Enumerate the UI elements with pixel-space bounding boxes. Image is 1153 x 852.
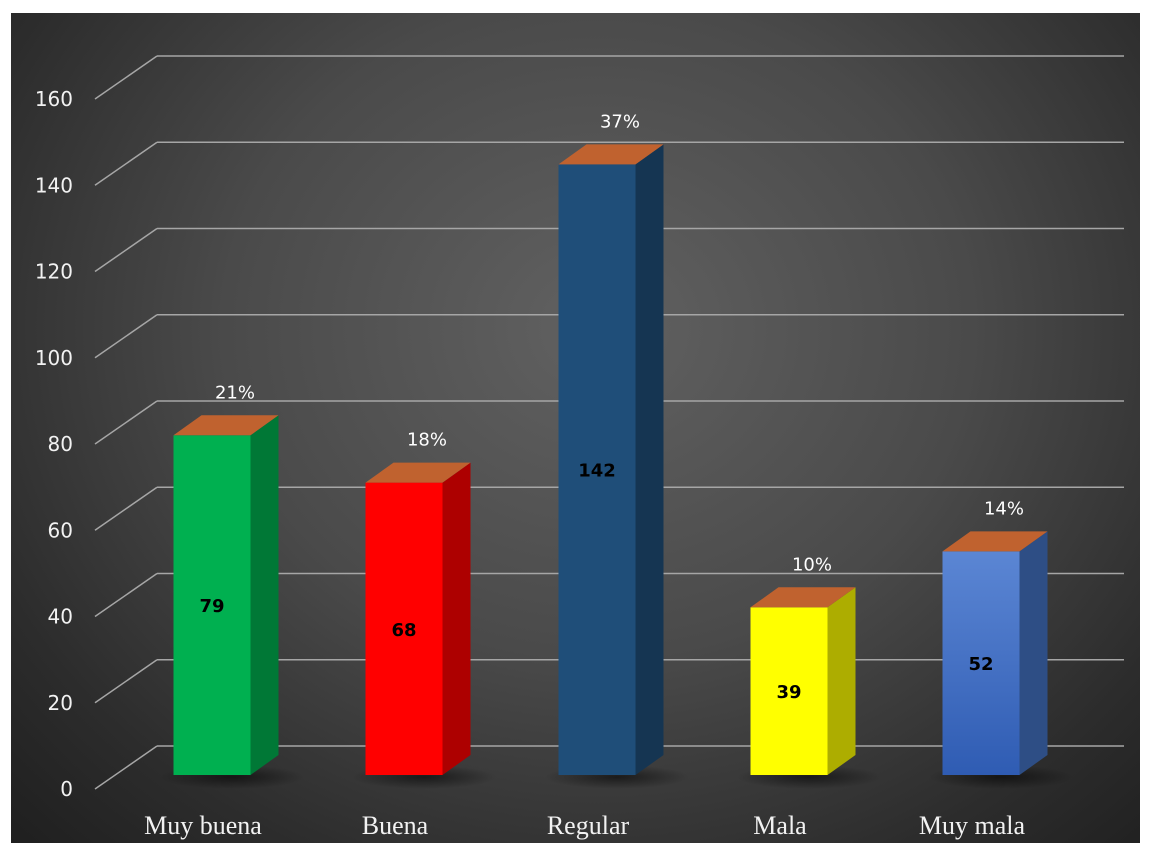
percent-label: 14% <box>984 498 1024 519</box>
y-tick-label: 120 <box>35 260 73 284</box>
value-label: 52 <box>968 654 993 675</box>
bar-side <box>250 415 279 775</box>
bar <box>750 607 828 775</box>
category-label: Regular <box>547 811 630 840</box>
y-tick-label: 100 <box>35 346 73 370</box>
x-axis-categories: Muy buena Buena Regular Mala Muy mala <box>144 811 1025 840</box>
bar <box>173 435 251 775</box>
bars <box>160 144 1073 789</box>
category-label: Muy buena <box>144 811 262 840</box>
y-tick-label: 40 <box>48 605 73 629</box>
bar-chart: 0 20 40 60 80 100 120 140 160 79 21% 68 18% 142 37% 39… <box>35 55 1124 840</box>
bar <box>558 164 636 775</box>
data-labels: 79 21% 68 18% 142 37% 39 10% 52 14% <box>199 111 1024 703</box>
chart-frame: 0 20 40 60 80 100 120 140 160 79 21% 68 18% 142 37% 39… <box>11 13 1140 843</box>
gridline-depth <box>94 141 158 186</box>
category-label: Mala <box>753 811 807 840</box>
bar-side <box>635 144 664 775</box>
y-tick-label: 80 <box>48 432 73 456</box>
gridline-depth <box>94 659 158 704</box>
bar-top <box>173 415 279 436</box>
y-axis-ticks: 0 20 40 60 80 100 120 140 160 <box>35 87 73 801</box>
gridline-depth <box>94 227 158 273</box>
percent-label: 18% <box>407 430 447 451</box>
y-tick-label: 160 <box>35 87 73 111</box>
gridline-depth <box>94 55 158 100</box>
category-label: Buena <box>362 811 429 840</box>
value-label: 39 <box>776 682 801 703</box>
bar-side <box>1019 531 1048 775</box>
value-label: 68 <box>391 620 416 641</box>
bar-side <box>442 462 471 775</box>
y-tick-label: 140 <box>35 173 73 197</box>
percent-label: 37% <box>600 111 640 132</box>
gridline-depth <box>94 400 158 445</box>
bar-top <box>365 462 471 483</box>
percent-label: 21% <box>215 382 255 403</box>
gridline-depth <box>94 572 158 618</box>
bar-top <box>558 144 664 165</box>
y-tick-label: 0 <box>60 777 73 801</box>
gridline-depth <box>94 745 158 790</box>
gridline-depth <box>94 314 158 359</box>
value-label: 142 <box>578 461 616 482</box>
bar <box>942 551 1020 775</box>
category-label: Muy mala <box>919 811 1026 840</box>
value-label: 79 <box>199 596 224 617</box>
bar-top <box>750 587 856 608</box>
gridline-depth <box>94 486 158 531</box>
bar-side <box>827 587 856 775</box>
bar-top <box>942 531 1048 552</box>
y-tick-label: 60 <box>48 518 73 542</box>
bar <box>365 482 443 775</box>
y-tick-label: 20 <box>48 691 73 715</box>
percent-label: 10% <box>792 554 832 575</box>
